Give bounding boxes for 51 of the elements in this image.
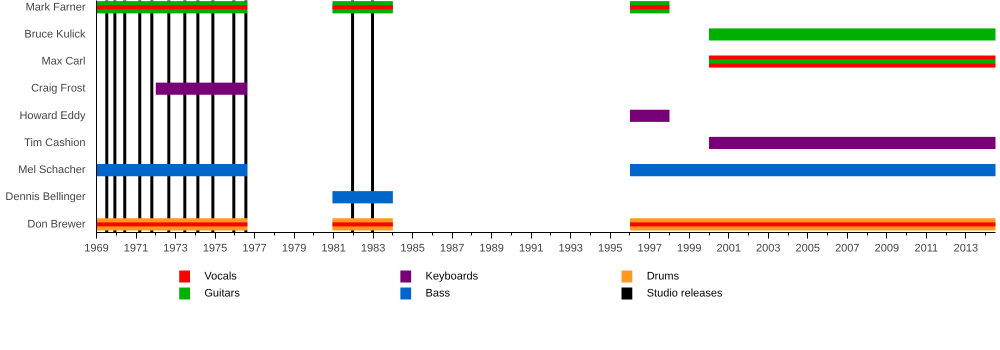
y-tick-label: Howard Eddy bbox=[19, 110, 86, 122]
y-tick-label: Bruce Kulick bbox=[24, 28, 86, 40]
y-tick-label: Tim Cashion bbox=[24, 136, 86, 149]
x-tick-label: 2011 bbox=[914, 242, 938, 254]
x-tick-label: 2009 bbox=[874, 242, 900, 254]
x-tick-label: 2007 bbox=[835, 242, 860, 254]
bar bbox=[630, 110, 670, 122]
x-tick-label: 2003 bbox=[756, 242, 781, 254]
y-tick-label: Don Brewer bbox=[27, 218, 86, 230]
x-tick-label: 2001 bbox=[716, 242, 742, 254]
x-tick-label: 1981 bbox=[321, 242, 346, 254]
y-tick-label: Max Carl bbox=[41, 56, 86, 68]
y-tick-label: Mel Schacher bbox=[18, 164, 86, 176]
bar bbox=[630, 164, 996, 176]
x-tick-label: 1983 bbox=[360, 242, 386, 254]
x-tick-label: 1979 bbox=[282, 242, 306, 254]
y-tick-label: Mark Farner bbox=[26, 1, 86, 14]
bar bbox=[156, 82, 248, 95]
bar bbox=[709, 136, 996, 150]
bar bbox=[332, 222, 393, 226]
legend-label: Drums bbox=[646, 270, 680, 282]
legend-label: Vocals bbox=[204, 270, 238, 282]
bar bbox=[96, 164, 248, 176]
x-tick-label: 1985 bbox=[400, 242, 425, 254]
bar bbox=[630, 222, 996, 226]
x-tick-label: 1989 bbox=[479, 242, 504, 254]
legend-label: Guitars bbox=[204, 288, 240, 300]
x-tick-label: 1987 bbox=[440, 242, 464, 254]
bar bbox=[96, 222, 248, 226]
x-tick-label: 1969 bbox=[84, 242, 109, 254]
x-tick-label: 2013 bbox=[954, 242, 978, 254]
x-tick-label: 1977 bbox=[242, 242, 267, 254]
legend-label: Bass bbox=[426, 288, 450, 300]
x-tick-label: 1999 bbox=[677, 242, 702, 254]
legend-label: Studio releases bbox=[646, 288, 724, 300]
x-tick-label: 1975 bbox=[202, 242, 228, 254]
y-tick-label: Craig Frost bbox=[31, 82, 86, 95]
legend-label: Keyboards bbox=[426, 270, 479, 282]
x-tick-label: 1993 bbox=[558, 242, 583, 254]
bar bbox=[332, 191, 393, 204]
x-tick-label: 1991 bbox=[518, 242, 544, 254]
x-tick-label: 2005 bbox=[796, 242, 820, 254]
x-tick-label: 1973 bbox=[163, 242, 188, 254]
bar bbox=[630, 5, 670, 10]
bar bbox=[96, 5, 248, 10]
x-tick-label: 1995 bbox=[598, 242, 622, 254]
x-tick-label: 1997 bbox=[637, 242, 662, 254]
bar bbox=[709, 28, 996, 41]
x-tick-label: 1971 bbox=[124, 242, 148, 254]
bar bbox=[332, 5, 393, 10]
y-tick-label: Dennis Bellinger bbox=[5, 191, 86, 204]
